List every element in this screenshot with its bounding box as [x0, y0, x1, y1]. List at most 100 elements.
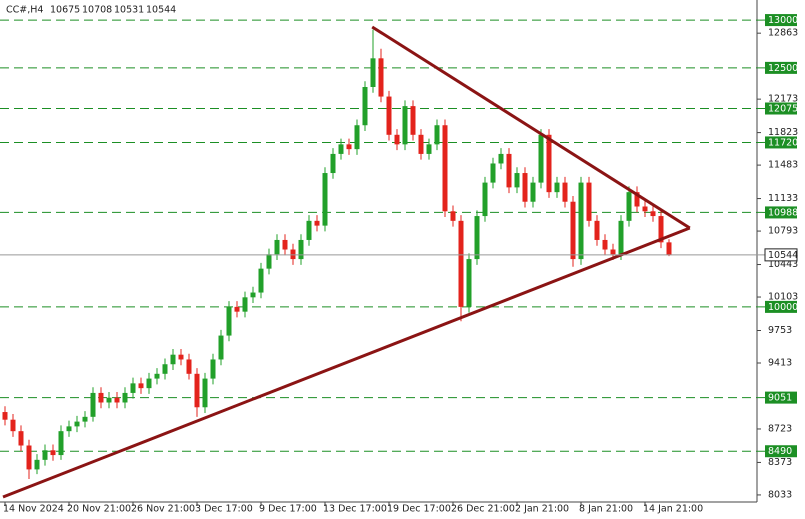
- candle-body: [602, 239, 608, 250]
- y-tick-label: 12173: [768, 94, 798, 105]
- candle-body: [26, 445, 32, 470]
- candle-body: [426, 144, 432, 154]
- x-tick-label: 2 Jan 21:00: [515, 504, 569, 515]
- candle-body: [538, 134, 544, 183]
- candle-body: [394, 134, 400, 145]
- candle-body: [666, 242, 672, 255]
- level-label-box: [765, 206, 797, 219]
- candle-body: [418, 134, 424, 154]
- header-open: 10675: [50, 5, 80, 16]
- candle-body: [386, 96, 392, 135]
- x-tick-label: 14 Nov 2024: [3, 504, 64, 515]
- candle-body: [194, 373, 200, 408]
- candle-body: [474, 216, 480, 260]
- candle-body: [570, 201, 576, 260]
- candle-body: [154, 373, 160, 379]
- candle-body: [554, 182, 560, 193]
- candle-body: [66, 426, 72, 432]
- level-label-box: [765, 391, 797, 404]
- candle-body: [618, 220, 624, 255]
- candle-body: [354, 125, 360, 150]
- candle-body: [514, 173, 520, 188]
- candle-body: [650, 211, 656, 217]
- y-tick-label: 10103: [768, 292, 798, 303]
- candle-body: [122, 392, 128, 403]
- y-tick-label: 11483: [768, 160, 798, 171]
- x-tick-label: 20 Nov 21:00: [67, 504, 131, 515]
- candle-body: [250, 292, 256, 298]
- x-tick-label: 3 Dec 17:00: [195, 504, 253, 515]
- candle-body: [442, 125, 448, 212]
- candle-body: [506, 153, 512, 188]
- candle-body: [42, 450, 48, 460]
- candle-body: [482, 182, 488, 217]
- level-label: 10988: [768, 207, 798, 218]
- candle-body: [130, 383, 136, 393]
- candle-body: [162, 364, 168, 374]
- level-label: 11720: [768, 137, 798, 148]
- candle-body: [546, 134, 552, 193]
- y-tick-label: 9753: [768, 325, 792, 336]
- y-tick-label: 8373: [768, 457, 792, 468]
- level-label: 12500: [768, 63, 798, 74]
- level-label-box: [765, 136, 797, 149]
- candle-body: [178, 354, 184, 360]
- candle-body: [258, 268, 264, 293]
- level-label: 10000: [768, 302, 798, 313]
- candle-body: [490, 163, 496, 183]
- candle-body: [226, 306, 232, 336]
- candle-body: [98, 392, 104, 403]
- candle-body: [594, 220, 600, 240]
- candle-body: [330, 153, 336, 174]
- candle-body: [434, 125, 440, 145]
- y-tick-label: 8723: [768, 423, 792, 434]
- last-price-box: [764, 248, 798, 262]
- candle-body: [530, 182, 536, 202]
- candle-body: [114, 397, 120, 403]
- candle-body: [282, 239, 288, 250]
- candle-body: [50, 450, 56, 456]
- candle-body: [498, 153, 504, 164]
- candle-body: [362, 86, 368, 126]
- candle-body: [82, 416, 88, 422]
- x-tick-label: 19 Dec 17:00: [387, 504, 451, 515]
- candle-body: [138, 383, 144, 389]
- candle-body: [338, 144, 344, 154]
- level-label-box: [765, 445, 797, 458]
- header-low: 10531: [114, 5, 144, 16]
- candle-body: [522, 173, 528, 202]
- y-tick-label: 8033: [768, 489, 792, 500]
- candle-body: [58, 431, 64, 456]
- x-tick-label: 8 Jan 21:00: [579, 504, 633, 515]
- candle-body: [410, 106, 416, 135]
- candle-body: [626, 192, 632, 221]
- candle-body: [586, 182, 592, 221]
- trendline: [371, 25, 691, 230]
- candle-body: [562, 182, 568, 202]
- candle-body: [202, 378, 208, 408]
- y-tick-label: 12863: [768, 28, 798, 39]
- candle-body: [170, 354, 176, 365]
- level-label: 13000: [768, 15, 798, 26]
- level-label: 12075: [768, 104, 798, 115]
- candle-body: [610, 249, 616, 255]
- candle-body: [578, 182, 584, 260]
- x-tick-label: 26 Dec 21:00: [451, 504, 515, 515]
- y-tick-label: 11133: [768, 193, 798, 204]
- candle-body: [322, 173, 328, 226]
- trendline: [2, 226, 691, 499]
- y-tick-label: 10793: [768, 226, 798, 237]
- level-label: 8490: [768, 446, 792, 457]
- candle-body: [34, 459, 40, 470]
- candle-body: [306, 220, 312, 240]
- candle-body: [346, 144, 352, 150]
- y-tick-label: 9413: [768, 358, 792, 369]
- candle-body: [218, 335, 224, 360]
- x-tick-label: 14 Jan 21:00: [643, 504, 703, 515]
- candle-body: [466, 259, 472, 307]
- candle-body: [450, 211, 456, 221]
- symbol: CC#,H4: [6, 5, 43, 16]
- x-tick-label: 13 Dec 17:00: [323, 504, 387, 515]
- y-tick-label: 10443: [768, 259, 798, 270]
